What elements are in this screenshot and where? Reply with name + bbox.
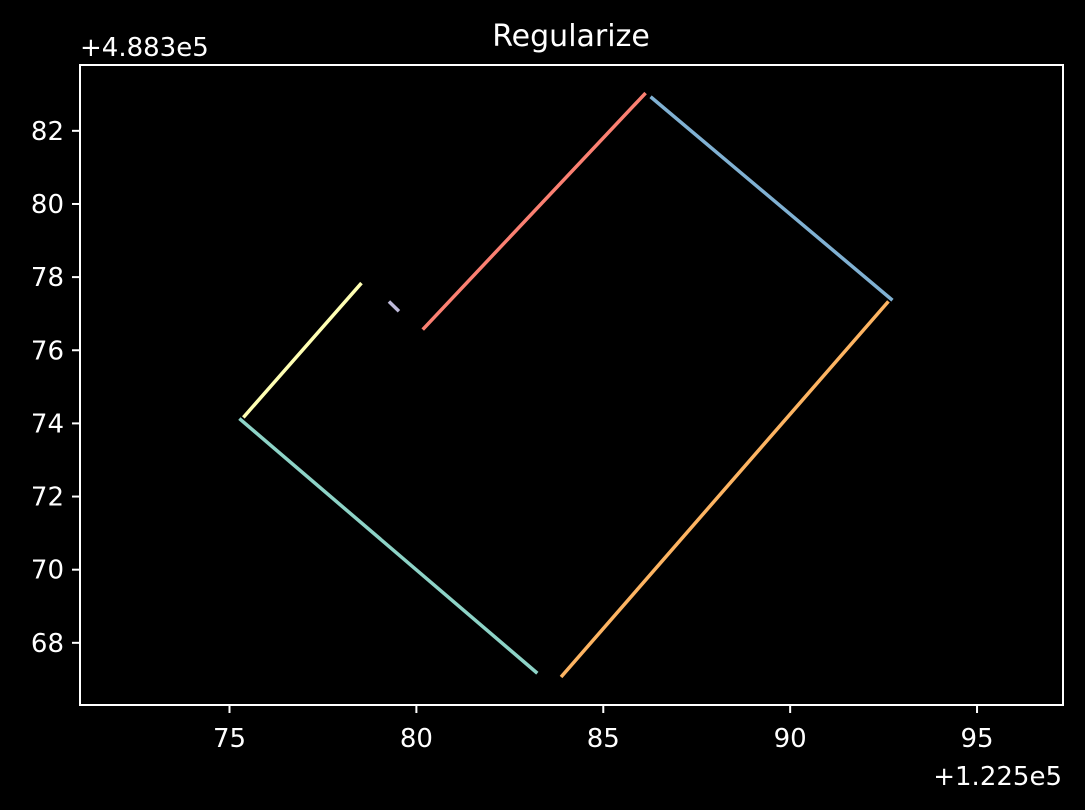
y-tick-label: 76 (31, 336, 64, 366)
series-line-6 (559, 300, 890, 679)
series-line-3 (387, 300, 401, 313)
x-tick-label: 90 (774, 724, 807, 754)
y-offset-label: +4.883e5 (80, 33, 209, 63)
x-tick-label: 85 (587, 724, 620, 754)
series-layer (238, 91, 894, 679)
chart-title: Regularize (492, 19, 650, 54)
y-tick-label: 68 (31, 629, 64, 659)
x-offset-label: +1.225e5 (933, 762, 1062, 792)
plot-area-frame (79, 64, 1064, 706)
y-tick-label: 82 (31, 117, 64, 147)
y-tick-label: 78 (31, 263, 64, 293)
series-line-4 (421, 91, 647, 331)
series-line-2 (242, 281, 363, 419)
x-axis-ticks: 75 80 85 90 95 (213, 705, 994, 754)
y-axis-ticks: 68 70 72 74 76 78 80 82 (31, 117, 80, 659)
series-line-1 (238, 417, 539, 675)
y-tick-label: 80 (31, 190, 64, 220)
y-tick-label: 72 (31, 483, 64, 513)
x-tick-label: 95 (960, 724, 993, 754)
series-line-5 (649, 95, 894, 302)
x-tick-label: 75 (213, 724, 246, 754)
y-tick-label: 74 (31, 409, 64, 439)
y-tick-label: 70 (31, 556, 64, 586)
x-tick-label: 80 (400, 724, 433, 754)
